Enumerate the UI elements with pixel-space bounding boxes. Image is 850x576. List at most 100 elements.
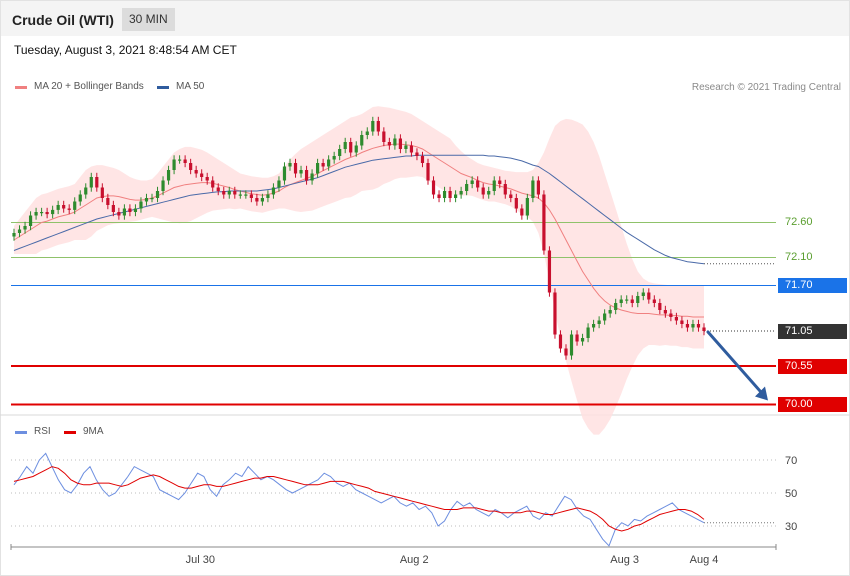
candle (514, 193, 518, 213)
candle (393, 134, 397, 150)
candle (586, 323, 590, 343)
candle-body (17, 229, 22, 233)
candle (691, 319, 695, 332)
candle (183, 155, 187, 168)
candle (669, 309, 673, 322)
candle-body (652, 299, 656, 303)
candle-body (376, 121, 380, 132)
candle (332, 151, 336, 164)
legend-ma50-swatch (157, 86, 169, 89)
candle-body (293, 163, 298, 174)
candle-body (100, 187, 104, 198)
candle-body (492, 180, 496, 191)
candle (233, 186, 237, 199)
candle-body (398, 138, 402, 149)
candle-body (360, 135, 364, 146)
legend-ma20-label: MA 20 + Bollinger Bands (34, 81, 144, 92)
candle-body (238, 194, 242, 196)
price-levels (11, 222, 776, 406)
candle-body (266, 194, 270, 198)
candle (652, 295, 656, 308)
candle (542, 190, 546, 255)
bollinger-bands (14, 106, 704, 435)
candle (51, 205, 55, 219)
candle-body (73, 201, 77, 210)
level-tag-70.55: 70.55 (778, 358, 847, 374)
candle (531, 176, 535, 203)
candle (420, 151, 425, 168)
candle (674, 312, 678, 325)
candle (316, 158, 320, 178)
candle-body (233, 191, 237, 195)
candle (327, 155, 331, 171)
candle-body (454, 194, 458, 198)
candle (597, 316, 601, 329)
candle (630, 295, 634, 308)
candle-body (674, 317, 678, 321)
candle-body (122, 208, 126, 216)
candle (625, 295, 629, 304)
candle-body (685, 324, 690, 328)
candle-body (222, 191, 226, 195)
rsi-tick-50: 50 (785, 488, 797, 500)
candle (166, 165, 171, 185)
candle (338, 144, 342, 161)
candle (498, 176, 502, 189)
candle (67, 204, 71, 215)
legend-ma20-swatch (15, 86, 27, 89)
candle (426, 158, 430, 185)
candle-body (304, 170, 309, 181)
candle (409, 141, 414, 157)
candle-body (161, 180, 165, 191)
candle-body (178, 159, 182, 161)
candle-body (45, 212, 49, 215)
candle-body (255, 198, 259, 202)
candle (564, 344, 568, 360)
candle-body (227, 191, 231, 195)
candle-body (128, 208, 132, 212)
candle (321, 158, 325, 171)
candle (360, 130, 364, 150)
candle-body (614, 303, 618, 310)
candle (437, 190, 441, 203)
candle-body (404, 145, 408, 149)
candle (310, 169, 314, 185)
candle (161, 176, 165, 196)
legend-rsi-swatch (15, 431, 27, 434)
x-tick-Aug-3: Aug 3 (610, 554, 639, 566)
candle (603, 309, 607, 325)
candle (194, 165, 198, 178)
candle (117, 207, 121, 220)
candle (62, 200, 66, 213)
candle (658, 298, 662, 315)
candle-body (531, 180, 535, 198)
candle-body (669, 313, 673, 317)
candlesticks (12, 116, 706, 360)
candle-body (260, 198, 264, 202)
candle (249, 190, 253, 203)
candle (144, 193, 149, 206)
candle (470, 176, 474, 189)
candle (465, 179, 469, 196)
legend-9ma-label: 9MA (83, 426, 104, 437)
level-tag-72.60: 72.60 (785, 215, 813, 228)
candle-body (89, 177, 93, 188)
candle (122, 204, 126, 220)
rsi-line (13, 452, 705, 547)
chart-timestamp: Tuesday, August 3, 2021 8:48:54 AM CET (14, 43, 237, 57)
candle (150, 193, 154, 203)
candle (525, 193, 529, 220)
timeframe-badge[interactable]: 30 MIN (122, 8, 175, 31)
candle (155, 186, 160, 203)
candle (647, 288, 651, 304)
candle (78, 190, 82, 206)
candle-body (503, 184, 507, 195)
candle-body (459, 191, 463, 195)
candle-body (647, 292, 651, 300)
candle-body (189, 163, 193, 170)
candle-body (420, 156, 425, 163)
candle-body (448, 191, 452, 198)
candle-body (658, 303, 662, 310)
candle-body (117, 212, 121, 216)
candle-body (12, 233, 16, 237)
